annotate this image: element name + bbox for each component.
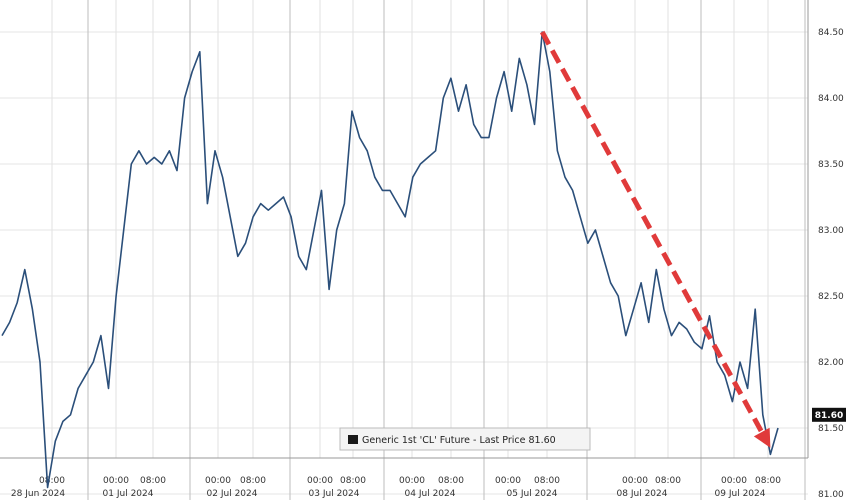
x-time-label: 08:00 bbox=[438, 476, 464, 486]
x-time-label: 08:00 bbox=[240, 476, 266, 486]
x-date-label: 08 Jul 2024 bbox=[617, 489, 668, 499]
x-time-label: 00:00 bbox=[103, 476, 129, 486]
x-time-label: 08:00 bbox=[140, 476, 166, 486]
x-time-label: 00:00 bbox=[495, 476, 521, 486]
legend: Generic 1st 'CL' Future - Last Price 81.… bbox=[339, 427, 591, 451]
x-time-label: 08:00 bbox=[655, 476, 681, 486]
legend-swatch bbox=[348, 435, 358, 444]
y-tick-label: 81.00 bbox=[818, 490, 844, 500]
price-series-line bbox=[1, 31, 779, 489]
y-tick-label: 84.00 bbox=[818, 94, 844, 104]
x-axis-date-labels: 28 Jun 2024 01 Jul 2024 02 Jul 2024 03 Jul … bbox=[11, 489, 766, 499]
y-tick-label: 82.50 bbox=[818, 292, 844, 302]
x-date-label: 03 Jul 2024 bbox=[309, 489, 360, 499]
y-tick-label: 83.50 bbox=[818, 160, 844, 170]
y-tick-label: 84.50 bbox=[818, 28, 844, 38]
x-time-label: 00:00 bbox=[205, 476, 231, 486]
x-time-label: 08:00 bbox=[534, 476, 560, 486]
y-tick-label: 83.00 bbox=[818, 226, 844, 236]
arrow-shaft bbox=[539, 30, 766, 437]
grid-lines bbox=[0, 0, 808, 495]
x-date-label: 02 Jul 2024 bbox=[207, 489, 258, 499]
x-time-label: 00:00 bbox=[622, 476, 648, 486]
last-price-label: 81.60 bbox=[815, 411, 843, 421]
y-tick-label: 81.50 bbox=[818, 424, 844, 434]
arrow-head bbox=[753, 427, 771, 448]
x-date-label: 09 Jul 2024 bbox=[715, 489, 766, 499]
y-axis-ticks: 81.00 81.50 82.00 82.50 83.00 83.50 84.00 84.50 bbox=[818, 28, 844, 500]
date-separators bbox=[0, 0, 809, 500]
legend-label: Generic 1st 'CL' Future - Last Price 81.… bbox=[362, 435, 556, 446]
x-date-label: 28 Jun 2024 bbox=[11, 489, 65, 499]
x-time-label: 08:00 bbox=[755, 476, 781, 486]
y-tick-label: 82.00 bbox=[818, 358, 844, 368]
downtrend-arrow bbox=[539, 30, 771, 448]
x-date-label: 04 Jul 2024 bbox=[405, 489, 456, 499]
x-time-label: 00:00 bbox=[721, 476, 747, 486]
x-time-label: 00:00 bbox=[307, 476, 333, 486]
x-time-label: 08:00 bbox=[39, 476, 65, 486]
last-price-badge: 81.60 bbox=[812, 407, 846, 422]
x-time-label: 08:00 bbox=[340, 476, 366, 486]
x-time-label: 00:00 bbox=[399, 476, 425, 486]
x-date-label: 01 Jul 2024 bbox=[103, 489, 154, 499]
x-axis-time-labels: 08:00 00:00 08:00 00:00 08:00 00:00 08:00 00:00… bbox=[39, 476, 781, 486]
x-date-label: 05 Jul 2024 bbox=[507, 489, 558, 499]
